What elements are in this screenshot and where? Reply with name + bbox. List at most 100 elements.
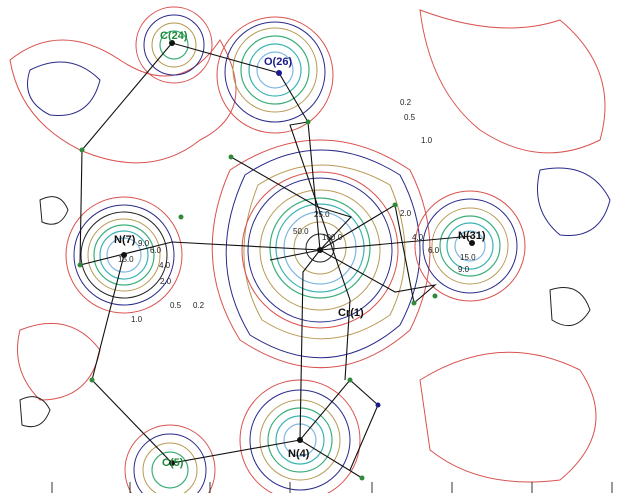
atom-label: N(31) (458, 230, 486, 242)
contour (248, 43, 302, 97)
contour (224, 21, 326, 123)
contour-label: 6.0 (428, 246, 440, 255)
contour (431, 207, 509, 285)
contour-label: 100.0 (322, 233, 343, 242)
contour (414, 190, 526, 302)
bond (269, 249, 321, 261)
contour-label: 50.0 (293, 227, 309, 236)
atom-label: O(26) (264, 56, 292, 68)
contour (135, 6, 213, 84)
contour (124, 424, 216, 493)
contour (151, 451, 189, 489)
atom-center (169, 40, 175, 46)
atom-node (89, 377, 95, 383)
contour (17, 322, 101, 401)
contour (80, 211, 168, 299)
atom-label: N(4) (288, 448, 310, 460)
atom-node (411, 300, 417, 306)
atom-node (178, 214, 184, 220)
bottom-ticks (51, 482, 613, 493)
contour (247, 177, 393, 323)
atom-center (276, 70, 282, 76)
contour-label: 15.0 (118, 255, 134, 264)
atom-label: C(5) (162, 457, 184, 469)
contour (159, 30, 189, 60)
contour-label: 0.2 (400, 98, 412, 107)
atom-label: N(7) (114, 234, 136, 246)
contour-label: 6.0 (150, 246, 162, 255)
contour (537, 167, 611, 237)
contour (143, 14, 205, 76)
contour (305, 233, 335, 263)
atom-center (297, 437, 303, 443)
contour-label: 0.5 (170, 301, 182, 310)
contour (439, 215, 501, 277)
atom-node (432, 293, 438, 299)
contour-label: 1.0 (421, 136, 433, 145)
contour-label: 9.0 (458, 265, 470, 274)
labels: C(24) O(26) N(7) N(31) Cr(1) C(5) N(4) 0.2 0.5 1.… (114, 30, 486, 469)
contour (232, 27, 318, 113)
contour (73, 204, 175, 306)
bond (289, 121, 351, 381)
contour (269, 197, 371, 299)
atom-center (469, 240, 475, 246)
atom-node (77, 262, 83, 268)
contour-label: 2.0 (400, 209, 412, 218)
contour (142, 442, 198, 493)
contour (93, 224, 155, 286)
atom-node (347, 377, 353, 383)
contour-label: 2.0 (160, 277, 172, 286)
contour (9, 39, 237, 164)
contour-label: 9.0 (138, 239, 150, 248)
contour-label: 0.2 (193, 301, 205, 310)
contours (9, 6, 611, 493)
contour (259, 189, 381, 311)
atom-node (79, 147, 85, 153)
atom-label: Cr(1) (338, 307, 364, 319)
contour (419, 9, 606, 154)
atom-node (305, 119, 311, 125)
contour (446, 222, 494, 270)
contour (454, 230, 486, 262)
contour (241, 171, 399, 329)
atom-node (228, 154, 234, 160)
contour-label: 4.0 (159, 261, 171, 270)
contour (267, 407, 333, 473)
atom-label: C(24) (160, 30, 188, 42)
contour (216, 16, 334, 134)
atom-center (317, 247, 323, 253)
contour (259, 399, 341, 481)
atom-center (375, 402, 381, 408)
contour (211, 139, 431, 369)
contour (65, 196, 183, 314)
contour (99, 230, 149, 280)
contour (419, 351, 597, 483)
nodes (77, 40, 475, 481)
contour-label: 25.0 (314, 210, 330, 219)
contour-label: 0.5 (404, 113, 416, 122)
contour (256, 51, 294, 89)
contour (106, 237, 142, 273)
contour (19, 396, 51, 428)
atom-shells (65, 6, 526, 493)
contour (240, 35, 310, 105)
atom-node (392, 202, 398, 208)
atom-center (121, 252, 127, 258)
contour (87, 218, 161, 292)
atom-node (359, 475, 365, 481)
contour (225, 149, 421, 359)
contour-label: 1.0 (131, 315, 143, 324)
contour (27, 61, 101, 117)
contour (133, 433, 207, 493)
contour (249, 389, 351, 491)
atom-center (169, 460, 175, 466)
contour-label: 4.0 (412, 233, 424, 242)
contour-label: 15.0 (460, 253, 476, 262)
contour (151, 22, 197, 68)
contour (422, 198, 518, 294)
contour (239, 379, 361, 493)
contour (39, 196, 69, 225)
